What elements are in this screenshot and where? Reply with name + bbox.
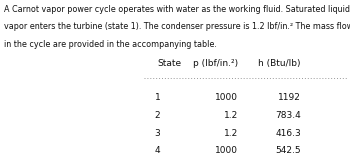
Text: State: State [158,59,182,68]
Text: 3: 3 [155,129,160,138]
Text: 542.5: 542.5 [275,146,301,155]
Text: h (Btu/lb): h (Btu/lb) [259,59,301,68]
Text: p (lbf/in.²): p (lbf/in.²) [193,59,238,68]
Text: 416.3: 416.3 [275,129,301,138]
Text: vapor enters the turbine (state 1). The condenser pressure is 1.2 lbf/in.² The m: vapor enters the turbine (state 1). The … [4,22,350,31]
Text: 1.2: 1.2 [224,129,238,138]
Text: 1: 1 [155,93,160,102]
Text: 1.2: 1.2 [224,111,238,120]
Text: in the cycle are provided in the accompanying table.: in the cycle are provided in the accompa… [4,40,216,49]
Text: 2: 2 [155,111,160,120]
Text: 783.4: 783.4 [275,111,301,120]
Text: 1000: 1000 [215,93,238,102]
Text: 4: 4 [155,146,160,155]
Text: A Carnot vapor power cycle operates with water as the working fluid. Saturated l: A Carnot vapor power cycle operates with… [4,5,350,14]
Text: 1000: 1000 [215,146,238,155]
Text: 1192: 1192 [278,93,301,102]
